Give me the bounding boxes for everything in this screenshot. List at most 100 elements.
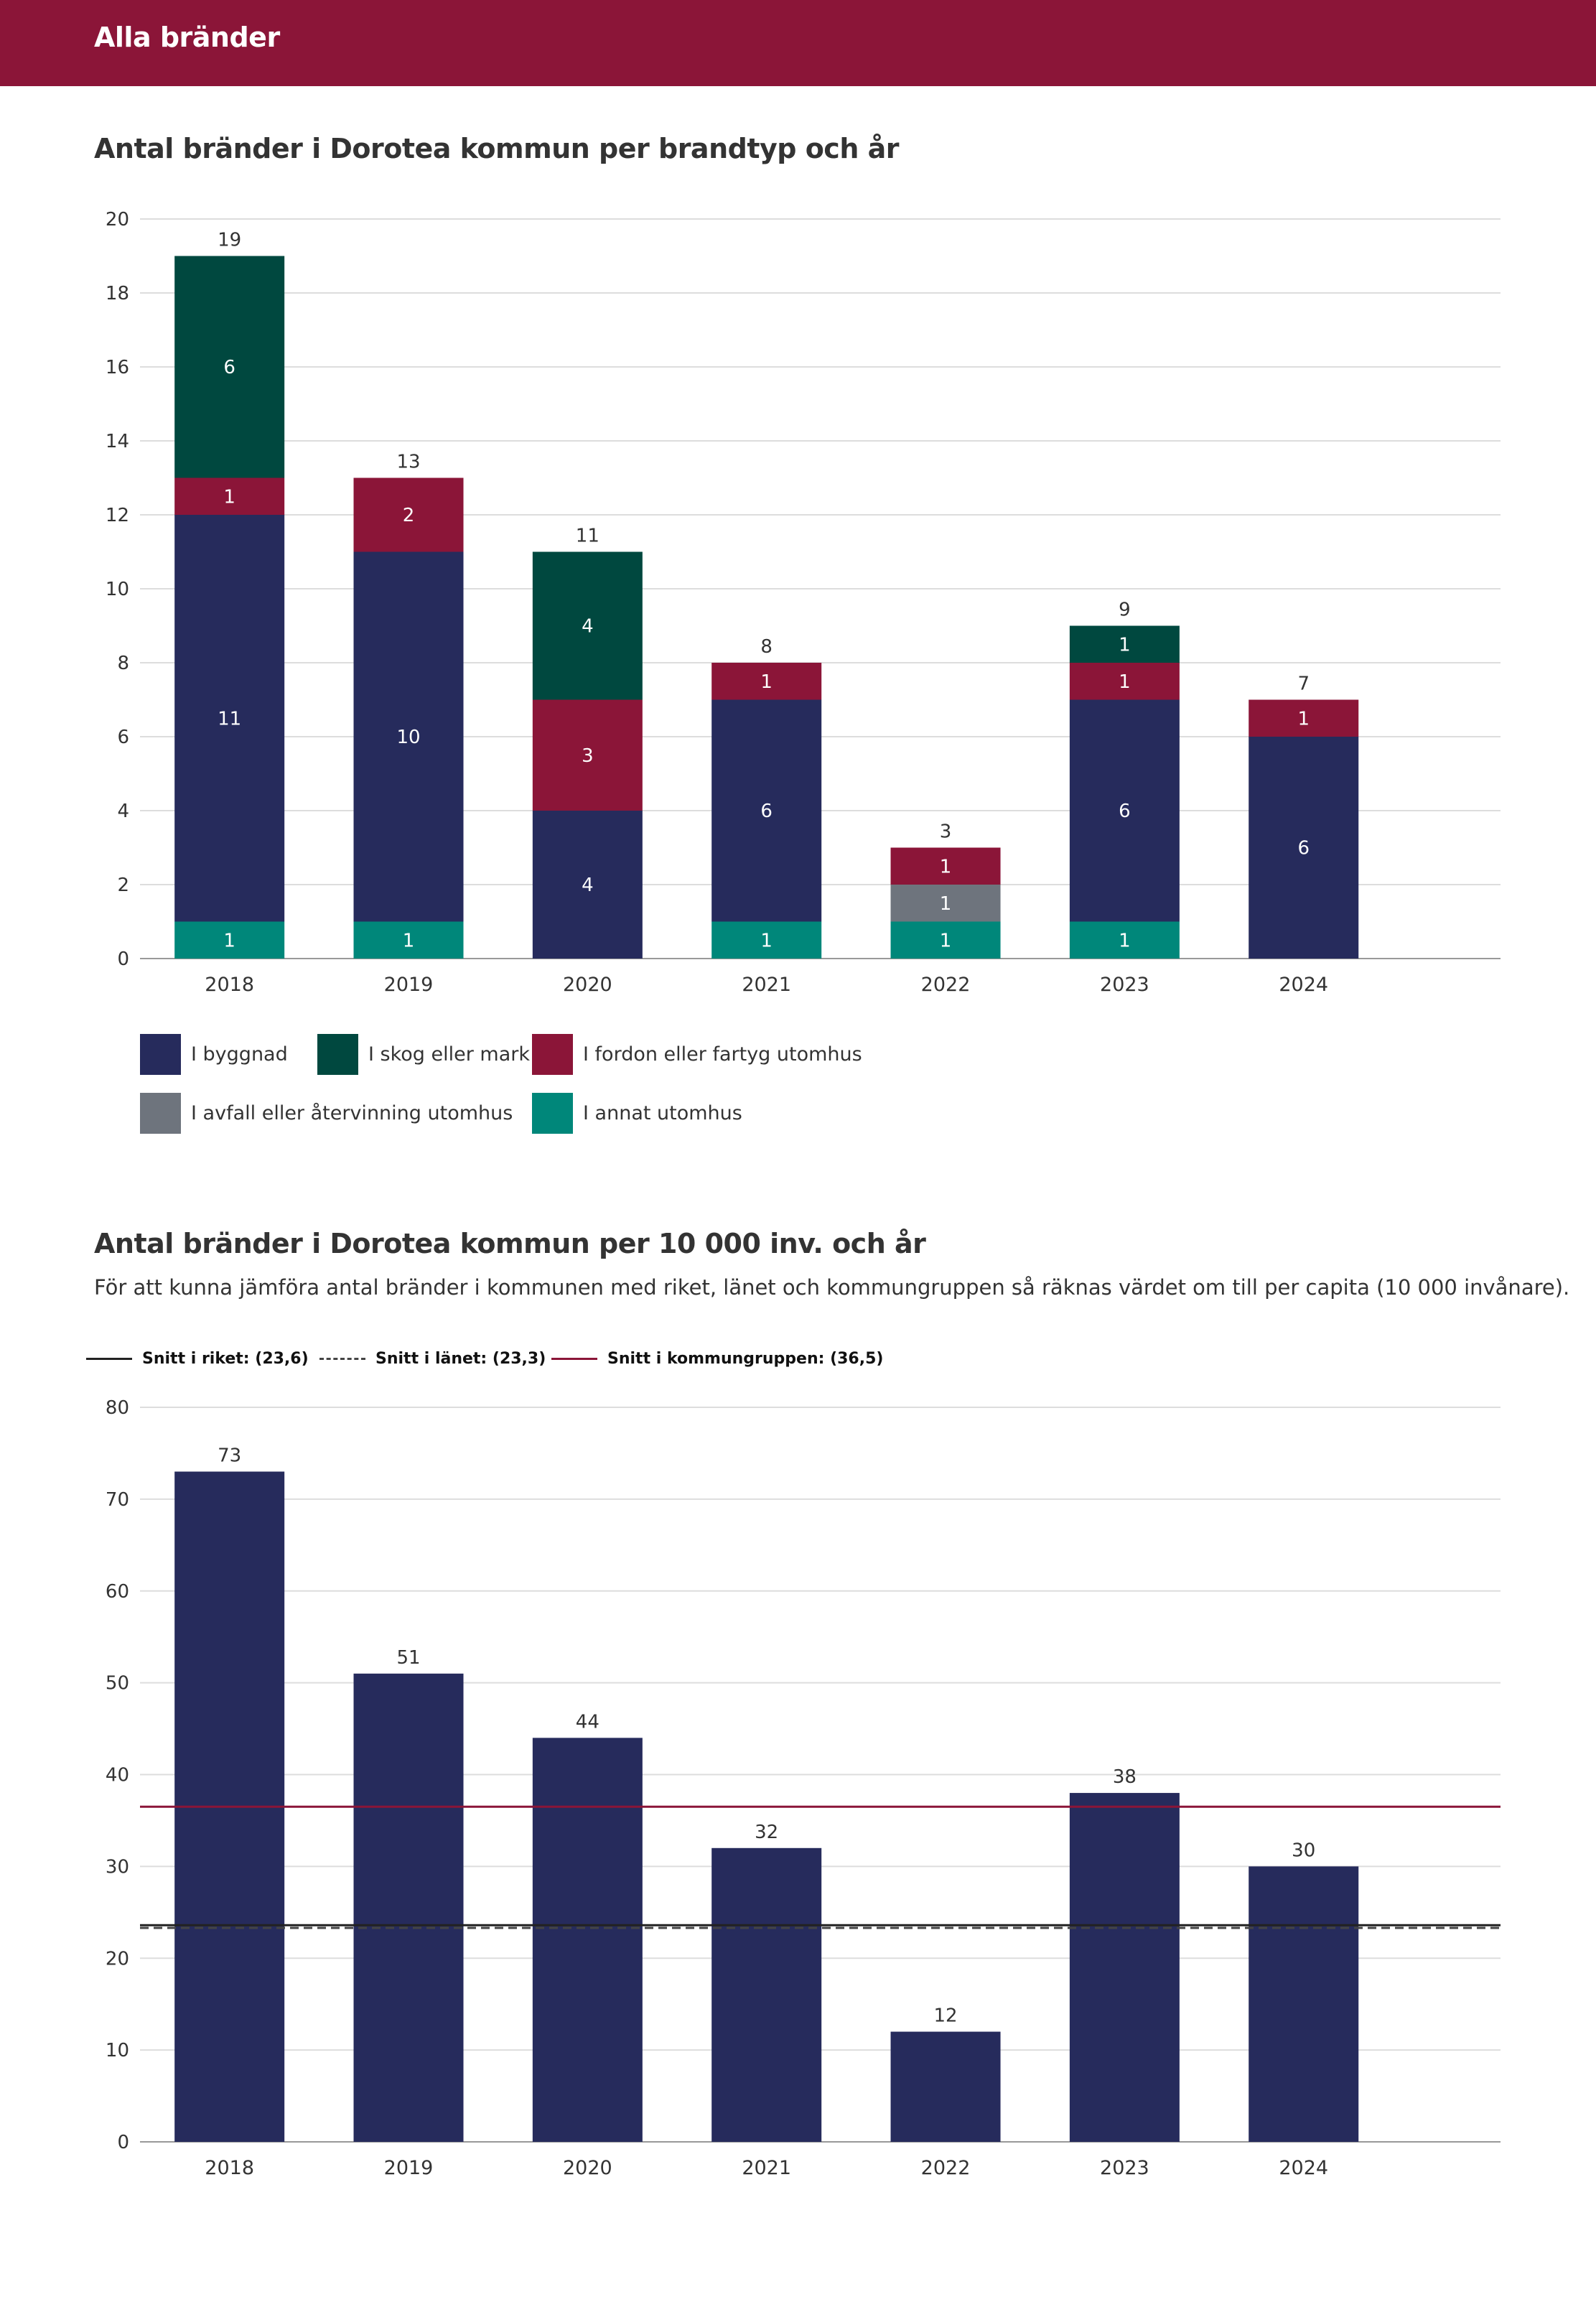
chart1-segment-value-label: 1 xyxy=(403,930,415,951)
chart1-x-tick-label: 2020 xyxy=(563,974,612,996)
chart1-segment-value-label: 1 xyxy=(1119,671,1131,693)
chart1-bar-segment-byggnad xyxy=(1069,699,1180,922)
chart1-segment-value-label: 6 xyxy=(1297,838,1310,859)
chart1-total-label: 19 xyxy=(218,230,241,251)
chart1-y-tick-label: 18 xyxy=(106,283,129,304)
chart2-y-tick-label: 10 xyxy=(106,2040,129,2061)
chart2-subtitle: För att kunna jämföra antal bränder i ko… xyxy=(94,1275,1570,1300)
legend-label-avfall: I avfall eller återvinning utomhus xyxy=(191,1102,513,1124)
chart2-x-tick-label: 2018 xyxy=(205,2157,254,2179)
chart1-segment-value-label: 4 xyxy=(582,875,594,896)
chart1-svg: 0246810121416182011116192018110213201943… xyxy=(106,209,1501,996)
line-legend-lanet: Snitt i länet: (23,3) xyxy=(319,1350,546,1368)
chart1-segment-value-label: 6 xyxy=(223,357,235,378)
chart1-x-tick-label: 2022 xyxy=(921,974,971,996)
chart1-total-label: 9 xyxy=(1119,600,1131,621)
chart1-x-tick-label: 2024 xyxy=(1279,974,1328,996)
page-title: Alla bränder xyxy=(94,22,280,53)
chart1-y-tick-label: 16 xyxy=(106,357,129,378)
legend-label-byggnad: I byggnad xyxy=(191,1043,288,1066)
chart2-x-tick-label: 2023 xyxy=(1100,2157,1149,2179)
chart1-bar-segment-byggnad xyxy=(353,551,464,922)
chart1-bar-segment-fordon xyxy=(1249,699,1359,737)
chart1-bar-segment-byggnad xyxy=(711,699,822,922)
chart1-y-tick-label: 20 xyxy=(106,209,129,230)
chart2-x-tick-label: 2021 xyxy=(742,2157,791,2179)
chart2-bar xyxy=(532,1738,643,2142)
chart1-bar-segment-fordon xyxy=(174,477,285,515)
chart2-bar-value-label: 30 xyxy=(1292,1840,1315,1861)
chart1-segment-value-label: 1 xyxy=(223,486,235,508)
chart2-bar xyxy=(1069,1793,1180,2142)
chart2-bar-value-label: 38 xyxy=(1113,1766,1137,1788)
chart1-segment-value-label: 1 xyxy=(1119,634,1131,656)
chart2-x-tick-label: 2020 xyxy=(563,2157,612,2179)
line-legend-kommungrupp-label: Snitt i kommungruppen: (36,5) xyxy=(607,1350,884,1368)
chart1-segment-value-label: 1 xyxy=(223,930,235,951)
chart1-x-tick-label: 2019 xyxy=(384,974,434,996)
chart2-bar xyxy=(711,1847,822,2142)
chart2-x-tick-label: 2019 xyxy=(384,2157,434,2179)
chart1-y-tick-label: 6 xyxy=(117,727,129,748)
chart1-bar-segment-byggnad xyxy=(174,515,285,922)
chart2-y-tick-label: 50 xyxy=(106,1673,129,1695)
chart2-bar xyxy=(1249,1866,1359,2142)
chart1-segment-value-label: 11 xyxy=(218,708,241,730)
chart1-y-tick-label: 10 xyxy=(106,579,129,600)
chart1-y-tick-label: 2 xyxy=(117,875,129,896)
legend-item-skog: I skog eller mark xyxy=(317,1034,530,1075)
chart1-bar-segment-fordon xyxy=(353,477,464,552)
line-legend-kommungrupp-swatch xyxy=(551,1358,597,1360)
chart1-segment-value-label: 6 xyxy=(1119,801,1131,822)
legend-item-fordon: I fordon eller fartyg utomhus xyxy=(532,1034,862,1075)
chart1-bar-segment-annat xyxy=(890,921,1001,959)
chart1-y-tick-label: 12 xyxy=(106,505,129,526)
chart1-segment-value-label: 1 xyxy=(1119,930,1131,951)
chart1-bar-segment-byggnad xyxy=(532,811,643,959)
legend-item-avfall: I avfall eller återvinning utomhus xyxy=(140,1093,513,1134)
chart2-title: Antal bränder i Dorotea kommun per 10 00… xyxy=(94,1228,926,1259)
legend-label-fordon: I fordon eller fartyg utomhus xyxy=(583,1043,862,1066)
chart1-x-tick-label: 2018 xyxy=(205,974,254,996)
chart2-y-tick-label: 40 xyxy=(106,1765,129,1786)
line-legend-riket-swatch xyxy=(86,1358,132,1360)
chart2-y-tick-label: 60 xyxy=(106,1581,129,1603)
chart1-y-tick-label: 0 xyxy=(117,949,129,970)
chart1-segment-value-label: 1 xyxy=(1297,708,1310,730)
legend-item-byggnad: I byggnad xyxy=(140,1034,288,1075)
line-legend-riket: Snitt i riket: (23,6) xyxy=(86,1350,309,1368)
legend-swatch-annat xyxy=(532,1093,573,1134)
chart1-segment-value-label: 3 xyxy=(582,745,594,767)
chart1-segment-value-label: 1 xyxy=(940,856,952,877)
legend-label-skog: I skog eller mark xyxy=(368,1043,531,1066)
chart2-y-tick-label: 20 xyxy=(106,1948,129,1970)
chart1-bar-segment-annat xyxy=(353,921,464,959)
chart1-segment-value-label: 2 xyxy=(403,505,415,526)
chart1-bar-segment-skog xyxy=(1069,625,1180,663)
chart1-total-label: 11 xyxy=(576,526,599,547)
chart1-total-label: 3 xyxy=(940,821,952,843)
chart1-total-label: 13 xyxy=(396,452,420,473)
legend-swatch-skog xyxy=(317,1034,358,1075)
chart1-legend: I byggnad I skog eller mark I fordon ell… xyxy=(140,1034,1217,1134)
chart2-y-tick-label: 30 xyxy=(106,1856,129,1878)
chart1-bar-segment-skog xyxy=(174,256,285,478)
chart2-bar xyxy=(353,1673,464,2142)
chart1-x-tick-label: 2021 xyxy=(742,974,791,996)
chart2-bar-value-label: 12 xyxy=(933,2005,957,2027)
chart1-total-label: 8 xyxy=(760,636,773,658)
chart2-bar xyxy=(890,2031,1001,2142)
legend-swatch-fordon xyxy=(532,1034,573,1075)
chart2-y-tick-label: 0 xyxy=(117,2132,129,2153)
chart2-bar-value-label: 51 xyxy=(396,1647,420,1669)
chart1-bar-segment-fordon xyxy=(711,663,822,700)
legend-swatch-avfall xyxy=(140,1093,181,1134)
chart1-title: Antal bränder i Dorotea kommun per brand… xyxy=(94,133,900,164)
chart2-line-legend: Snitt i riket: (23,6) Snitt i länet: (23… xyxy=(86,1350,1091,1379)
chart1-bar-segment-annat xyxy=(174,921,285,959)
legend-label-annat: I annat utomhus xyxy=(583,1102,742,1124)
chart1-bar-segment-skog xyxy=(532,551,643,700)
chart1-bar-segment-annat xyxy=(711,921,822,959)
line-legend-riket-label: Snitt i riket: (23,6) xyxy=(142,1350,309,1368)
chart1-segment-value-label: 1 xyxy=(760,930,773,951)
